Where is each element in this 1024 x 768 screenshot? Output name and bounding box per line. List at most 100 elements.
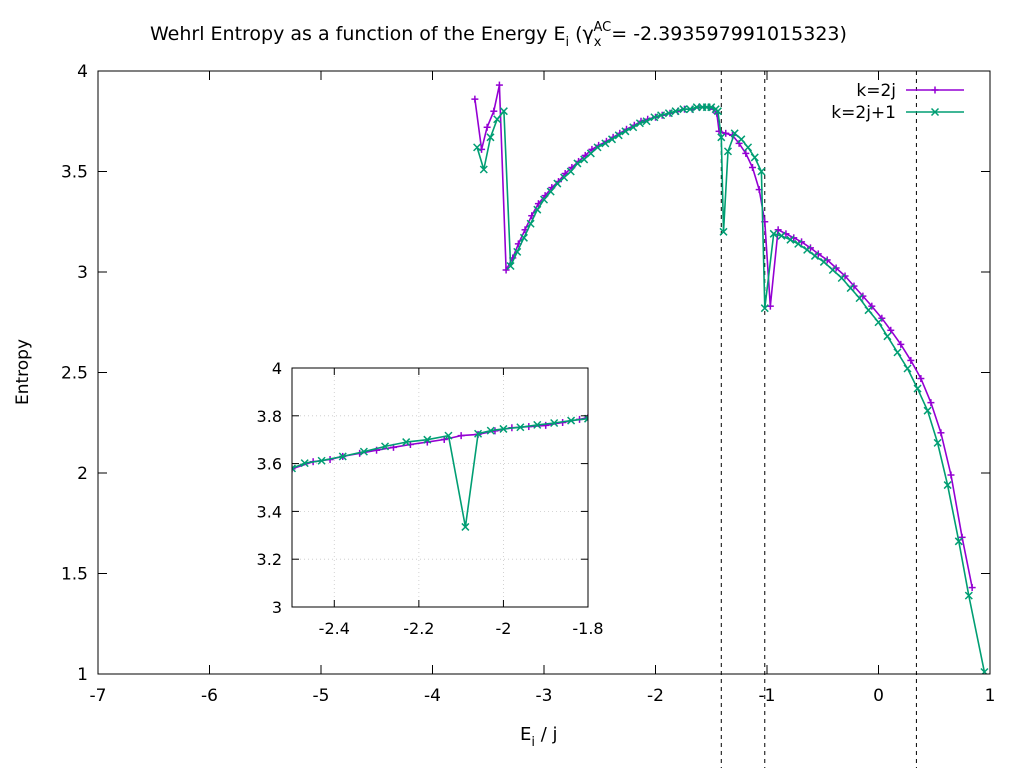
series-2-point (794, 239, 803, 248)
main-vlines (720, 71, 917, 768)
y-tick-label: 2 (77, 464, 88, 484)
series-2-point (621, 127, 630, 136)
x-tick-label: -2 (647, 686, 664, 706)
x-tick-label: -4 (424, 686, 441, 706)
series-2-point (913, 384, 922, 393)
series-2-point (546, 187, 555, 196)
series-2-point (964, 591, 973, 600)
series-2-point (516, 423, 525, 432)
series-2-point (874, 318, 883, 327)
series-2-point (614, 131, 623, 140)
chart-title: Wehrl Entropy as a function of the Energ… (150, 20, 847, 50)
y-tick-label: 3 (77, 263, 88, 283)
series-2-point (828, 265, 837, 275)
x-tick-label: -2 (495, 619, 511, 638)
series-2-point (642, 117, 651, 126)
series-2-point (723, 147, 733, 156)
y-tick-label: 4 (77, 62, 88, 82)
series-2-point (533, 205, 542, 214)
legend-swatch-marker (931, 86, 939, 94)
x-tick-label: -1.8 (572, 619, 603, 638)
series-2-point (486, 426, 495, 435)
series-1-point (483, 123, 491, 131)
y-tick-label: 1 (77, 665, 88, 685)
x-tick-label: -6 (201, 686, 218, 706)
series-1-point (907, 356, 915, 364)
series-2-point (560, 173, 569, 182)
series-1-point (471, 95, 479, 103)
series-2-point (750, 153, 759, 162)
y-tick-label: 2.5 (61, 364, 88, 384)
series-1-point (502, 266, 510, 274)
y-tick-label: 3 (272, 598, 282, 617)
series-2-point (954, 537, 963, 546)
series-2-point (686, 105, 695, 114)
y-axis-label: Entropy (13, 339, 33, 405)
series-2-point (317, 456, 326, 465)
x-tick-label: 0 (873, 686, 884, 706)
series-2-point (803, 245, 812, 254)
inset-background (292, 368, 588, 607)
series-2-point (719, 227, 728, 236)
series-2-point (757, 167, 766, 176)
series-2-point (671, 107, 680, 116)
y-tick-label: 3.4 (257, 502, 282, 521)
series-2-point (837, 273, 846, 283)
series-2-point (553, 179, 562, 188)
series-2-point (506, 261, 515, 271)
series-2-point (864, 306, 873, 315)
series-2-point (744, 143, 753, 152)
series-1-point (584, 413, 588, 421)
series-1-point (457, 432, 465, 440)
series-2-point (519, 233, 528, 242)
inset-frame (291, 367, 589, 608)
series-2-point (499, 107, 508, 116)
series-1-point (947, 471, 955, 479)
x-tick-label: -3 (536, 686, 553, 706)
y-tick-label: 1.5 (61, 565, 88, 585)
series-1-point (722, 129, 730, 137)
series-2-point (883, 332, 892, 341)
series-2-point (664, 109, 673, 118)
series-2-point (769, 229, 778, 238)
series-2-point (760, 304, 769, 313)
series-2-point (730, 129, 739, 138)
series-2-point (300, 459, 309, 468)
series-1-point (868, 302, 876, 310)
series-2-point (423, 435, 432, 444)
inset-axes: -2.4 -2.2 -2 -1.8 3 3.2 3.4 3.6 3.8 4 (257, 359, 604, 638)
series-2-point (903, 364, 912, 373)
series-2-point (717, 133, 726, 142)
series-2-point (580, 155, 589, 164)
series-2-point (566, 167, 575, 176)
series-2-point (855, 294, 864, 303)
series-1-point (490, 107, 498, 115)
series-1-point (495, 81, 503, 89)
series-line-2 (476, 106, 986, 673)
series-1-point (878, 314, 886, 322)
series-1-point (937, 429, 945, 437)
series-2-point (474, 429, 483, 438)
series-2-point (493, 115, 502, 124)
legend-label: k=2j (856, 81, 896, 101)
x-axis-label: Ei / j (520, 724, 558, 750)
x-tick-label: 1 (985, 686, 996, 706)
x-tick-label: -2.4 (319, 619, 350, 638)
series-1-point (897, 340, 905, 348)
series-2-point (679, 105, 688, 114)
series-2-point (819, 257, 828, 266)
series-1-point (542, 421, 550, 429)
series-2-point (461, 522, 470, 531)
series-1-point (715, 127, 723, 135)
series-2-point (499, 424, 508, 433)
series-line-2 (292, 417, 588, 528)
series-2-point (786, 235, 795, 244)
legend-swatch-marker (930, 107, 940, 117)
series-2-point (567, 416, 576, 425)
legend: k=2jk=2j+1 (831, 81, 964, 123)
legend-label: k=2j+1 (831, 103, 896, 123)
series-1-point (766, 302, 774, 310)
series-2-point (810, 251, 819, 260)
series-2-point (893, 348, 902, 357)
series-2-point (539, 195, 549, 204)
